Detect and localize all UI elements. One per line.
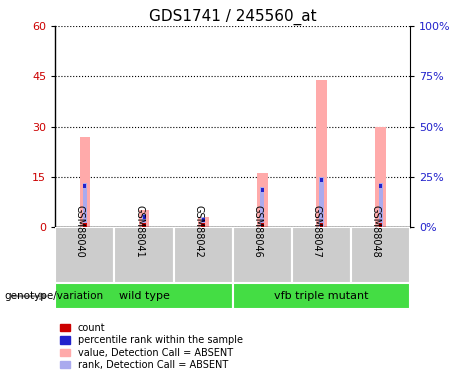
Bar [80,136,90,227]
Bar [83,183,87,227]
Text: GSM88040: GSM88040 [75,205,85,258]
Bar [260,223,264,227]
Bar [261,188,264,192]
Bar [351,227,410,283]
Bar [174,227,233,283]
Bar [379,184,382,188]
Bar [260,187,265,227]
Bar [142,223,146,227]
Bar [292,227,351,283]
Bar [233,283,410,309]
Text: GSM88042: GSM88042 [193,205,203,258]
Bar [379,223,383,227]
Bar [142,213,146,227]
Bar [142,214,146,219]
Text: vfb triple mutant: vfb triple mutant [274,291,369,301]
Text: GSM88046: GSM88046 [252,205,262,258]
Text: GSM88047: GSM88047 [312,205,321,258]
Bar [114,227,174,283]
Bar [319,177,324,227]
Bar [139,210,149,227]
Text: GSM88041: GSM88041 [134,205,144,258]
Bar [55,283,233,309]
Text: genotype/variation: genotype/variation [5,291,104,301]
Title: GDS1741 / 245560_at: GDS1741 / 245560_at [149,9,317,25]
Legend: count, percentile rank within the sample, value, Detection Call = ABSENT, rank, : count, percentile rank within the sample… [60,323,242,370]
Text: wild type: wild type [118,291,170,301]
Bar [55,227,114,283]
Bar [201,223,205,227]
Bar [83,184,86,188]
Bar [233,227,292,283]
Bar [257,173,268,227]
Bar [202,218,205,222]
Bar [378,183,383,227]
Bar [320,223,323,227]
Bar [198,217,208,227]
Bar [201,217,205,227]
Bar [83,223,87,227]
Bar [316,80,327,227]
Bar [375,127,386,227]
Text: GSM88048: GSM88048 [371,205,381,258]
Bar [320,178,323,182]
